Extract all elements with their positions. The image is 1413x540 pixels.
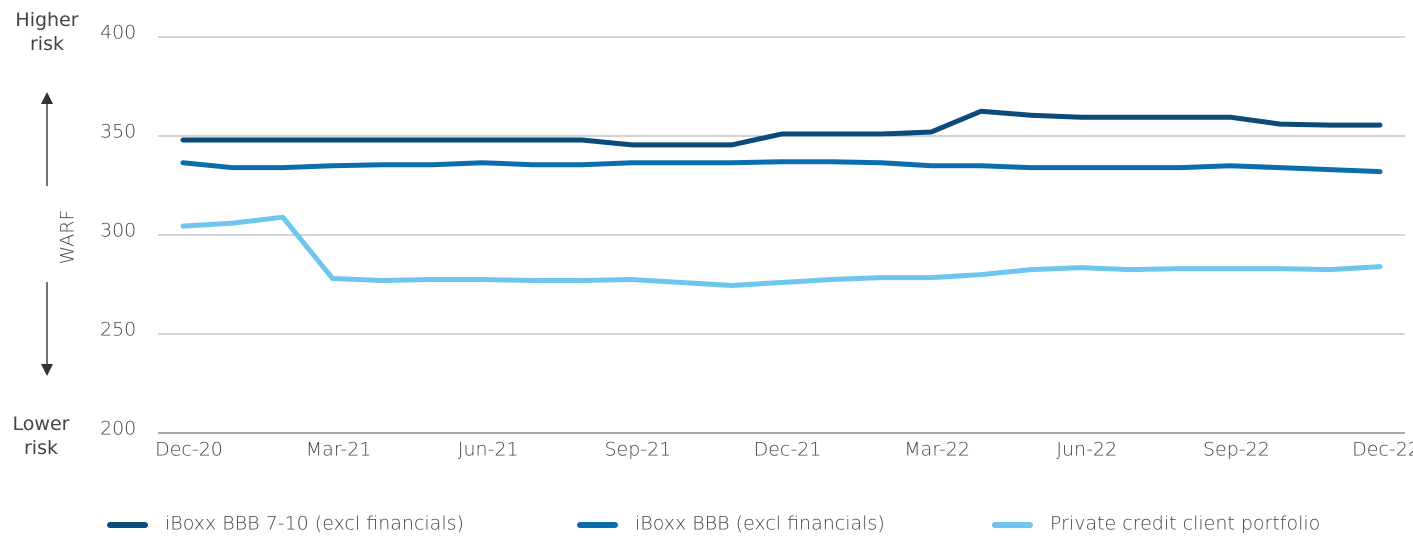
- y-axis-label: WARF: [57, 210, 79, 265]
- lower-risk-note: Lower risk: [12, 413, 70, 459]
- risk-arrows: [41, 92, 53, 376]
- x-tick-label: Jun-21: [458, 439, 519, 461]
- higher-risk-note: Higher risk: [15, 9, 79, 55]
- x-tick-label: Sep-21: [604, 439, 671, 461]
- x-tick-label: Sep-22: [1203, 439, 1270, 461]
- x-tick-label: Jun-22: [1056, 439, 1117, 461]
- legend-label: iBoxx BBB (excl financials): [635, 513, 885, 535]
- x-tick-label: Dec-20: [155, 439, 223, 461]
- y-tick-label: 200: [100, 418, 136, 440]
- y-tick-label: 300: [100, 220, 136, 242]
- legend-label: Private credit client portfolio: [1050, 513, 1320, 535]
- series-line: [180, 108, 1383, 148]
- y-tick-label: 250: [100, 319, 136, 341]
- y-tick-label: 350: [100, 121, 136, 143]
- legend-label: iBoxx BBB 7-10 (excl financials): [165, 513, 464, 535]
- x-tick-label: Dec-21: [754, 439, 822, 461]
- x-tick-label: Mar-22: [904, 439, 970, 461]
- x-tick-label: Dec-22: [1352, 439, 1413, 461]
- x-tick-label: Mar-21: [306, 439, 372, 461]
- series-line: [180, 214, 1383, 288]
- y-tick-label: 400: [100, 22, 136, 44]
- series-line: [180, 159, 1383, 175]
